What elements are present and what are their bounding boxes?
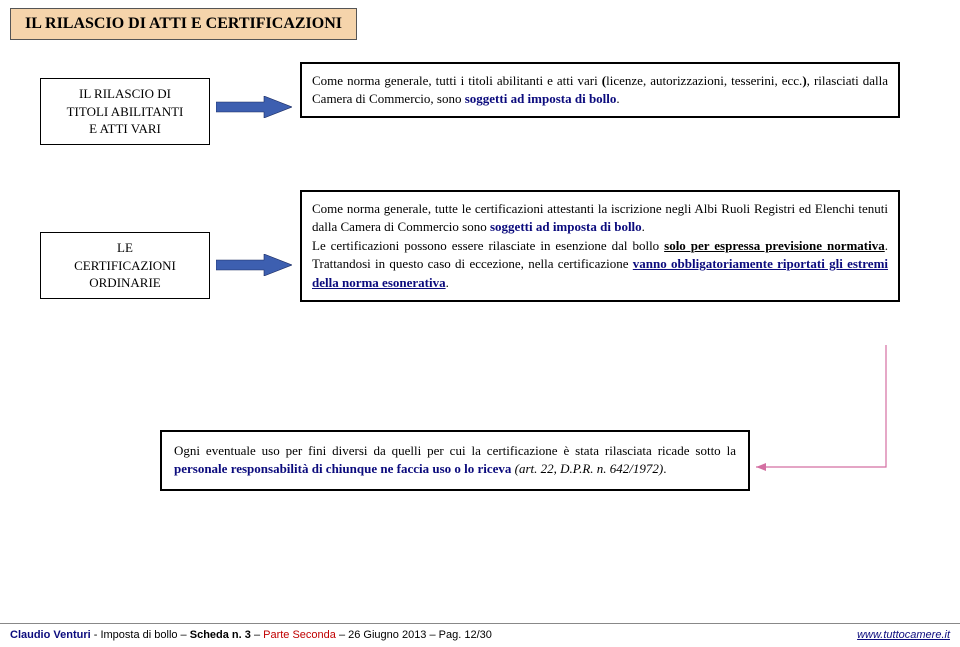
row1-right-box: Come norma generale, tutti i titoli abil… (300, 62, 900, 118)
row1-left-line3: E ATTI VARI (45, 120, 205, 138)
page-title: IL RILASCIO DI ATTI E CERTIFICAZIONI (10, 8, 357, 40)
row1-left-box: IL RILASCIO DI TITOLI ABILITANTI E ATTI … (40, 78, 210, 145)
connector-arrow-icon (756, 340, 896, 490)
row1-left-line2: TITOLI ABILITANTI (45, 103, 205, 121)
footer-left: Claudio Venturi - Imposta di bollo – Sch… (10, 629, 492, 641)
footer-right: www.tuttocamere.it (857, 629, 950, 641)
row2-right-box: Come norma generale, tutte le certificaz… (300, 190, 900, 302)
arrow-right-icon (216, 254, 292, 276)
bottom-box: Ogni eventuale uso per fini diversi da q… (160, 430, 750, 491)
row2-left-box: LE CERTIFICAZIONI ORDINARIE (40, 232, 210, 299)
row1-left-line1: IL RILASCIO DI (45, 85, 205, 103)
row2-left-line1: LE (45, 239, 205, 257)
row2-left-line3: ORDINARIE (45, 274, 205, 292)
row2-left-line2: CERTIFICAZIONI (45, 257, 205, 275)
arrow-right-icon (216, 96, 292, 118)
footer: Claudio Venturi - Imposta di bollo – Sch… (0, 623, 960, 647)
